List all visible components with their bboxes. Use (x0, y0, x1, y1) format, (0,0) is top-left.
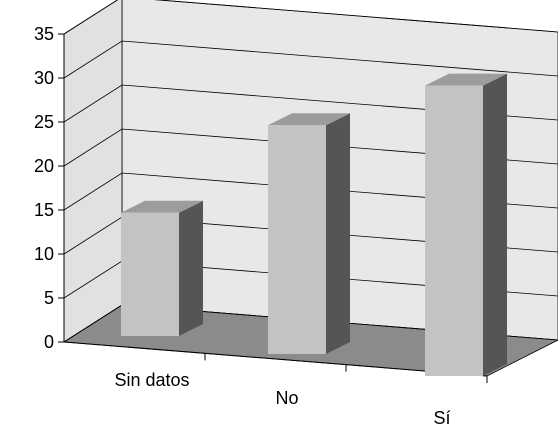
y-tick-label: 20 (34, 156, 54, 176)
bar-top (425, 73, 507, 86)
bar-front (121, 212, 179, 336)
bar (268, 113, 350, 354)
y-tick-label: 15 (34, 200, 54, 220)
bar-side (179, 200, 203, 336)
gridline (63, 172, 558, 211)
gridline (63, 128, 558, 167)
axes (58, 33, 488, 383)
y-tick-label: 25 (34, 112, 54, 132)
bar (425, 73, 507, 376)
bar-side (483, 73, 507, 376)
gridline (63, 84, 558, 123)
x-axis-line (63, 341, 488, 377)
y-tick-label: 35 (34, 24, 54, 44)
category-label: Sin datos (114, 370, 189, 390)
y-tick-label: 30 (34, 68, 54, 88)
category-labels: Sin datos No Sí (114, 370, 450, 428)
gridline (63, 0, 558, 35)
side-wall (63, 0, 123, 343)
bar-side (326, 113, 350, 354)
y-tick-label: 0 (44, 332, 54, 352)
category-label: Sí (433, 408, 450, 428)
gridline (63, 40, 558, 79)
bar-front (425, 85, 483, 376)
y-tick-label: 5 (44, 288, 54, 308)
bar-front (268, 125, 326, 354)
bar (121, 200, 203, 336)
bar-top (268, 113, 350, 126)
gridlines (63, 0, 558, 343)
bars (121, 73, 507, 376)
bar-top (121, 200, 203, 213)
y-tick-labels: 0 5 10 15 20 25 30 35 (34, 24, 54, 352)
y-tick-label: 10 (34, 244, 54, 264)
category-label: No (275, 388, 298, 408)
